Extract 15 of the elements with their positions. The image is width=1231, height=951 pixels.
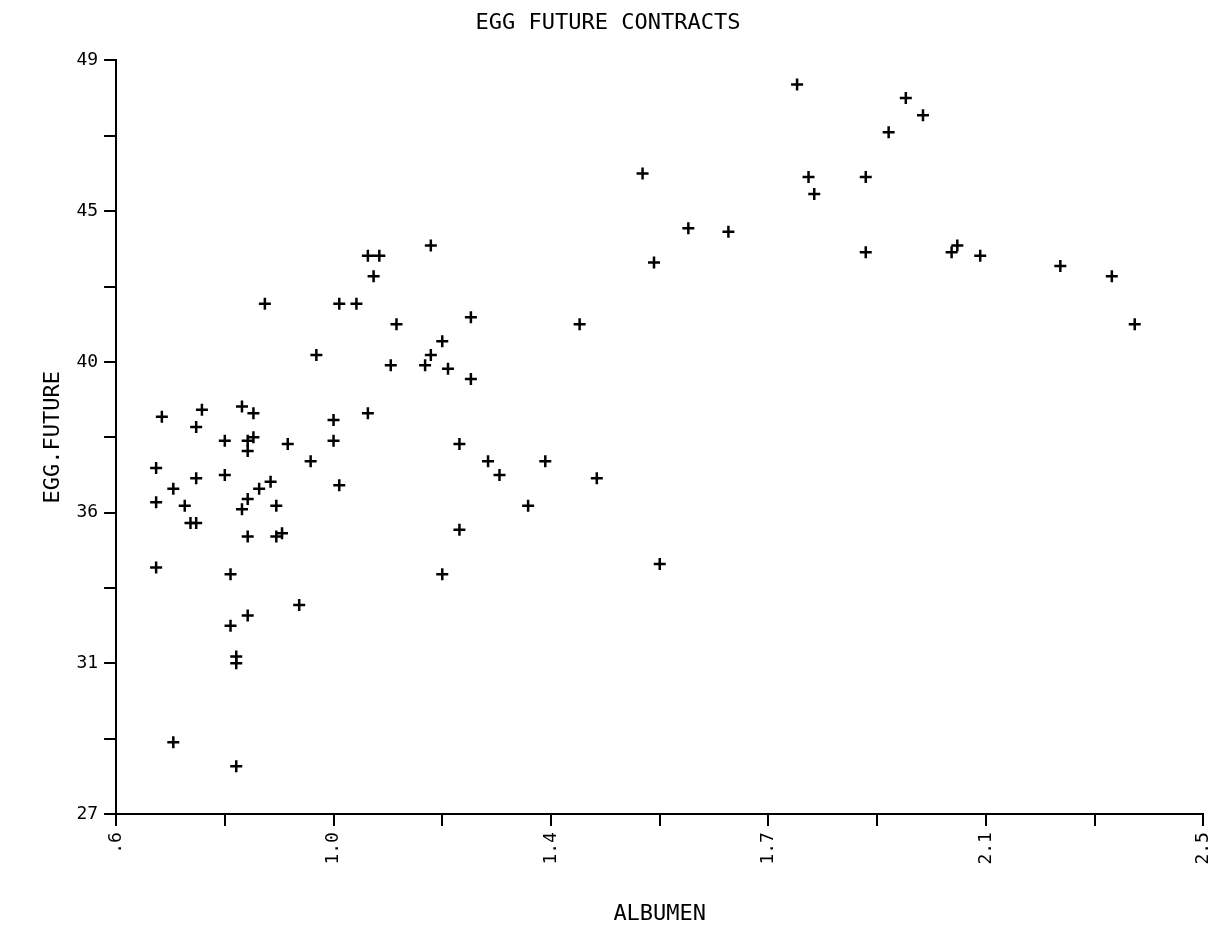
x-tick-label: 1.7 bbox=[756, 832, 778, 865]
x-tick-label: 1.4 bbox=[538, 832, 560, 865]
x-tick-label: 1.0 bbox=[321, 832, 343, 865]
y-tick-label: 36 bbox=[76, 500, 99, 522]
x-axis-title: ALBUMEN bbox=[613, 899, 707, 925]
y-tick-label: 49 bbox=[76, 48, 99, 70]
x-tick-label: 2.5 bbox=[1191, 832, 1213, 865]
y-tick-label: 45 bbox=[76, 198, 99, 220]
y-tick-label: 31 bbox=[76, 651, 99, 673]
chart-title: EGG FUTURE CONTRACTS bbox=[475, 8, 741, 34]
y-tick-label: 40 bbox=[76, 349, 99, 371]
y-tick-label: 27 bbox=[76, 801, 99, 823]
x-tick-label: .6 bbox=[103, 832, 125, 854]
x-tick-label: 2.1 bbox=[973, 832, 995, 865]
y-axis-title: EGG.FUTURE bbox=[38, 371, 64, 504]
